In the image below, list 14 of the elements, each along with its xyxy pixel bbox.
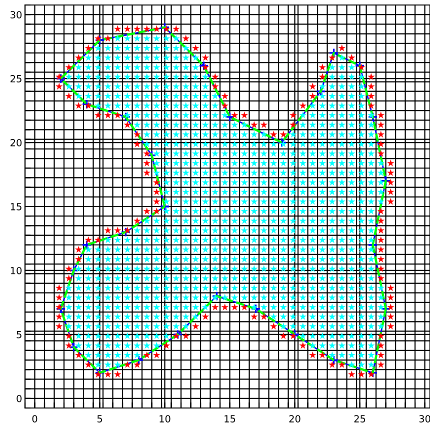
x-tick-label: 30 (419, 415, 430, 422)
y-tick-label: 30 (10, 11, 22, 18)
x-tick-label: 5 (97, 415, 102, 422)
y-tick-label: 10 (10, 266, 22, 274)
x-tick-label: 10 (160, 415, 170, 422)
y-tick-label: 15 (10, 203, 22, 210)
y-tick-label: 0 (16, 394, 22, 402)
x-tick-label: 25 (354, 415, 366, 422)
y-tick-label: 20 (10, 139, 22, 146)
x-tick-label: 0 (32, 415, 38, 422)
y-tick-label: 25 (10, 75, 22, 82)
x-tick-label: 20 (289, 415, 300, 422)
x-tick-label: 15 (224, 415, 236, 422)
y-tick-label: 5 (16, 331, 22, 338)
